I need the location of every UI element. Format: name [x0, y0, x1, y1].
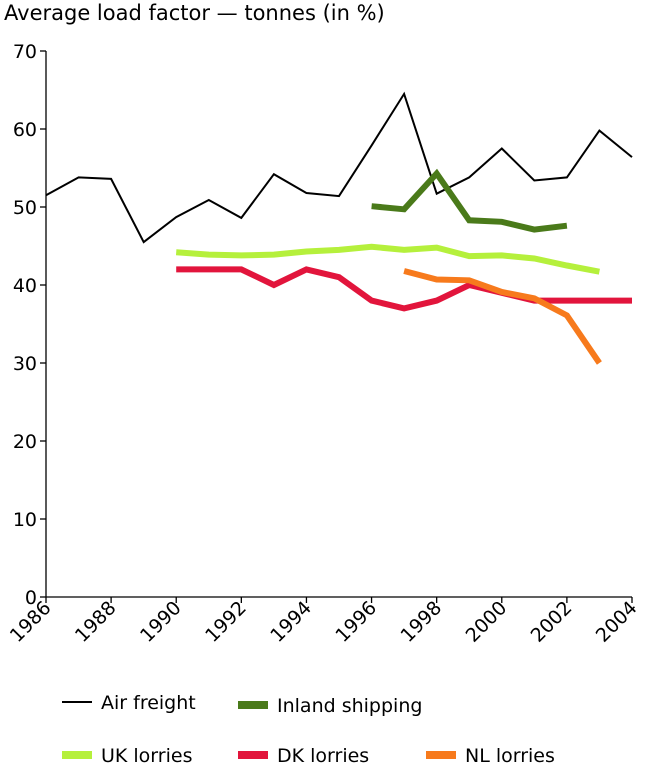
x-tick-label: 1992: [201, 597, 251, 647]
y-tick-label: 70: [13, 41, 37, 63]
series-line-air-freight: [45, 91, 633, 244]
series-line-dk-lorries: [176, 266, 632, 312]
series-line-inland-shipping: [371, 168, 568, 233]
series-line-uk-lorries: [175, 243, 600, 275]
x-tick-label: 2000: [462, 597, 512, 647]
axes: [40, 50, 633, 603]
y-tick-label: 50: [13, 197, 37, 219]
x-tick-label: 2004: [592, 597, 642, 647]
y-tick-label: 60: [13, 119, 37, 141]
series-lines: [45, 91, 633, 365]
legend-label-uk-lorries: UK lorries: [101, 745, 192, 767]
legend-label-inland-shipping: Inland shipping: [277, 695, 422, 717]
legend-label-dk-lorries: DK lorries: [277, 745, 369, 767]
y-tick-label: 40: [13, 275, 37, 297]
x-tick-label: 1990: [136, 597, 186, 647]
y-tick-label: 20: [13, 431, 37, 453]
legend-label-air-freight: Air freight: [101, 692, 196, 714]
x-tick-label: 1988: [71, 597, 121, 647]
legend-label-nl-lorries: NL lorries: [465, 745, 555, 767]
x-tick-label: 1996: [331, 597, 381, 647]
chart-title: Average load factor — tonnes (in %): [4, 1, 385, 25]
x-tick-label: 1994: [266, 597, 316, 647]
y-tick-label: 10: [13, 509, 37, 531]
y-tick-label: 30: [13, 353, 37, 375]
y-tick-label: 0: [25, 587, 37, 609]
series-line-nl-lorries: [403, 268, 602, 365]
x-tick-label: 2002: [527, 597, 577, 647]
legend: Air freight Inland shipping UK lorries DK l…: [62, 692, 555, 767]
x-tick-label: 1998: [396, 597, 446, 647]
